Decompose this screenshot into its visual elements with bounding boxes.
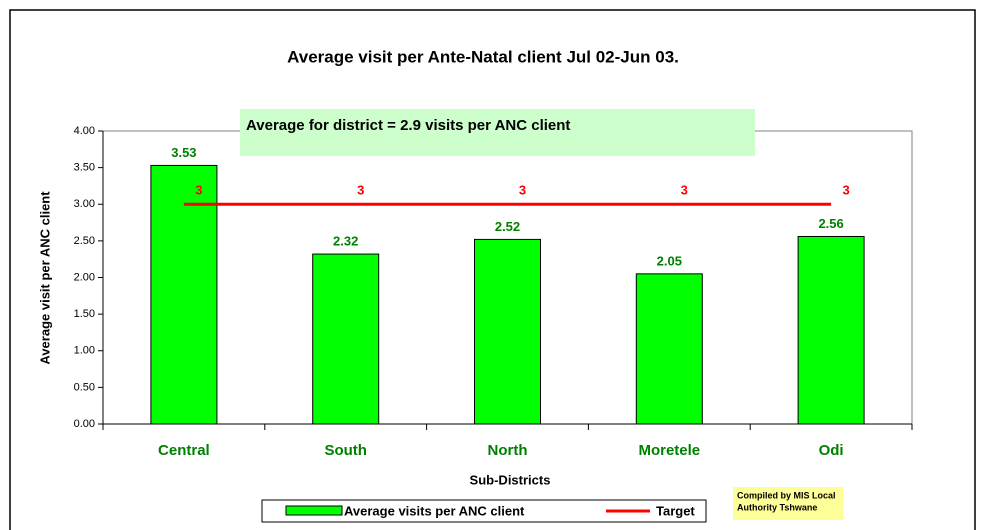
value-label: 3: [842, 183, 849, 198]
bar: [474, 238, 541, 425]
bar: [635, 273, 703, 425]
annotation: Average for district = 2.9 visits per AN…: [246, 117, 570, 134]
value-label: 3: [357, 183, 364, 198]
x-tick-label: North: [488, 442, 528, 459]
y-axis-label: Average visit per ANC client: [37, 191, 52, 365]
value-label: 3.53: [171, 145, 196, 160]
legend-label: Target: [656, 503, 695, 518]
annotation-box: [240, 109, 755, 156]
value-label: 2.52: [495, 219, 520, 234]
bar: [797, 235, 865, 425]
value-label: 3: [519, 183, 526, 198]
x-tick-label: South: [324, 442, 367, 459]
y-tick-label: 2.00: [74, 271, 95, 283]
credit-box: [733, 487, 843, 520]
y-tick-label: 1.00: [74, 345, 95, 357]
frame: [9, 9, 976, 530]
legend-swatch: [285, 505, 343, 516]
value-label: 2.05: [657, 253, 682, 268]
x-axis-label: Sub-Districts: [470, 472, 551, 487]
x-tick-label: Moretele: [638, 442, 700, 459]
credit: Compiled by MIS Local: [737, 490, 836, 500]
y-tick-label: 4.00: [74, 125, 95, 137]
x-tick-label: Odi: [819, 442, 844, 459]
bar: [150, 164, 218, 425]
y-tick-label: 3.00: [74, 198, 95, 210]
y-tick-label: 0.00: [74, 418, 95, 430]
y-tick-label: 0.50: [74, 381, 95, 393]
value-label: 2.32: [333, 233, 358, 248]
value-label: 2.56: [818, 216, 843, 231]
value-label: 3: [681, 183, 688, 198]
y-tick-label: 3.50: [74, 162, 95, 174]
x-tick-label: Central: [158, 442, 210, 459]
y-tick-label: 1.50: [74, 308, 95, 320]
y-tick-label: 2.50: [74, 235, 95, 247]
credit: Authority Tshwane: [737, 502, 817, 512]
legend-label: Average visits per ANC client: [344, 503, 525, 518]
bar: [312, 253, 380, 425]
chart-title: Average visit per Ante-Natal client Jul …: [287, 47, 679, 66]
value-label: 3: [195, 183, 202, 198]
legend: [261, 499, 707, 523]
